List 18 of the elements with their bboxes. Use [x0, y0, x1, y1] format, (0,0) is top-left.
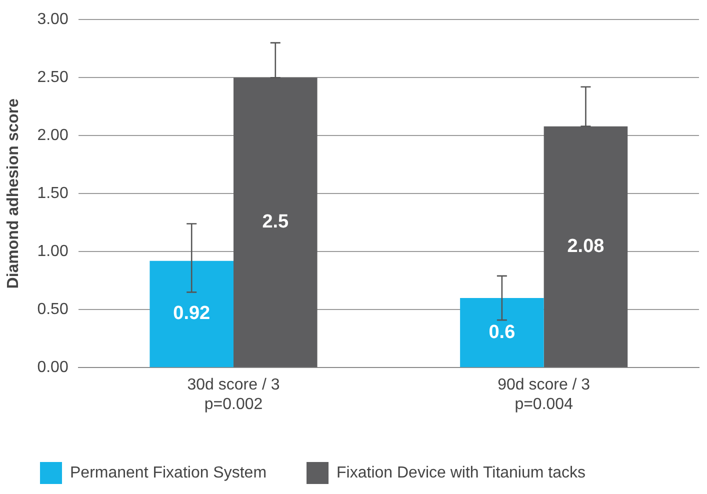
data-label: 2.5: [262, 212, 290, 233]
y-axis-title: Diamond adhesion score: [5, 98, 22, 289]
y-tick-label: 2.00: [37, 127, 68, 144]
y-tick-label: 3.00: [37, 11, 68, 28]
bar: [460, 298, 544, 368]
legend-label: Fixation Device with Titanium tacks: [336, 464, 586, 482]
legend-label: Permanent Fixation System: [70, 464, 267, 482]
x-tick-label: 90d score / 3 p=0.004: [498, 376, 590, 413]
bar: [150, 260, 234, 368]
y-tick-label: 1.50: [37, 185, 68, 202]
y-tick-label: 0.50: [37, 301, 68, 318]
y-tick-label: 2.50: [37, 69, 68, 86]
data-label: 2.08: [567, 236, 604, 257]
y-tick-label: 1.00: [37, 243, 68, 260]
data-label: 0.6: [488, 322, 516, 343]
data-label: 0.92: [173, 303, 210, 324]
y-tick-label: 0.00: [37, 359, 68, 376]
x-tick-label: 30d score / 3 p=0.002: [187, 376, 280, 413]
